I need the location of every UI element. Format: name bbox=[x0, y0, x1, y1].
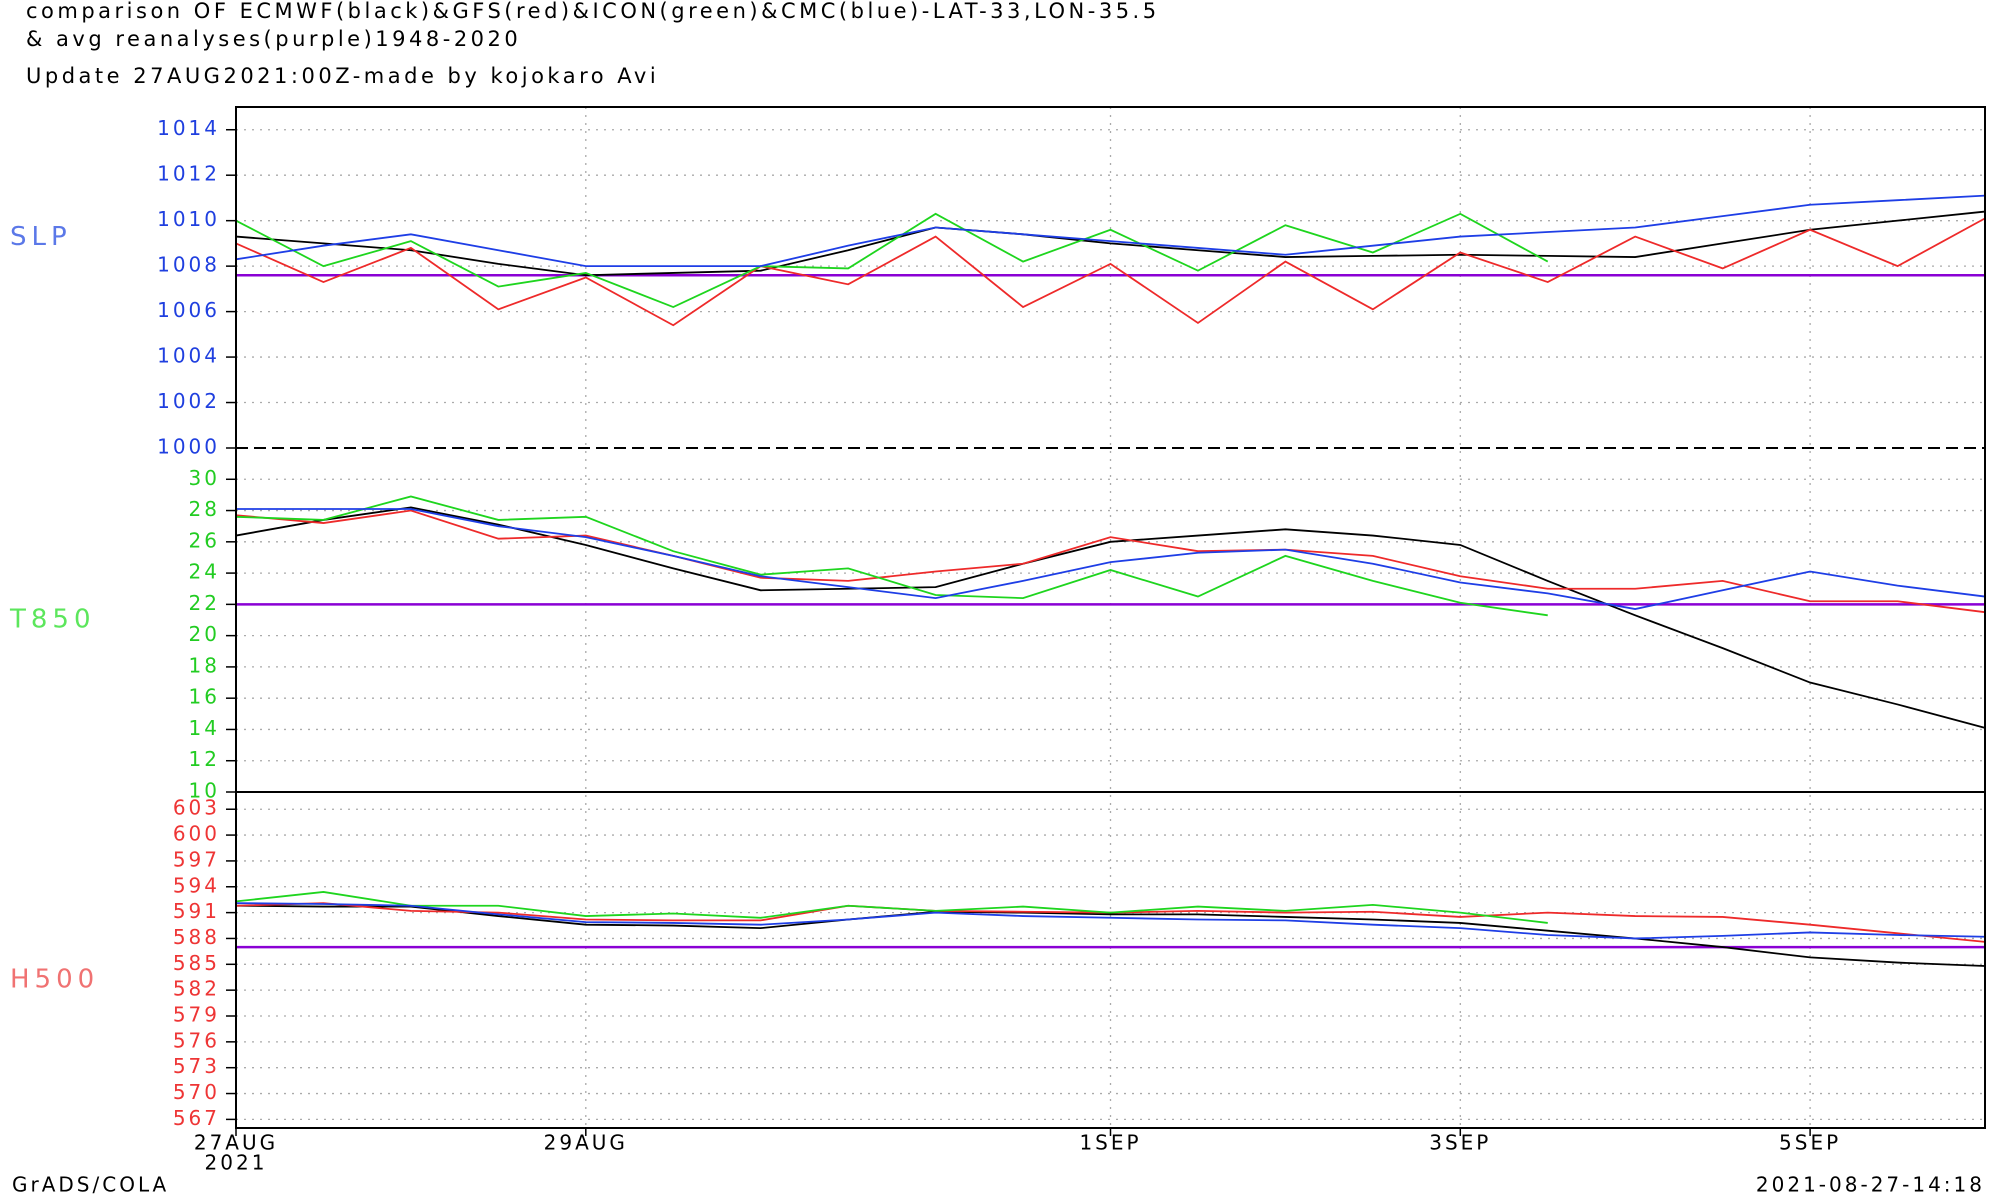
y-tick-label: 1014 bbox=[157, 116, 220, 140]
y-tick-label: 1004 bbox=[157, 344, 220, 368]
y-tick-label: 600 bbox=[173, 822, 220, 846]
x-tick-label: 29AUG bbox=[544, 1131, 628, 1155]
footer-left: GrADS/COLA bbox=[12, 1173, 169, 1197]
y-tick-label: 20 bbox=[189, 622, 220, 646]
series-line bbox=[235, 904, 1986, 967]
y-tick-label: 26 bbox=[189, 528, 220, 552]
y-tick-label: 576 bbox=[173, 1028, 220, 1052]
y-tick-label: 570 bbox=[173, 1080, 220, 1104]
title-line: comparison OF ECMWF(black)&GFS(red)&ICON… bbox=[26, 0, 1160, 23]
y-tick-label: 579 bbox=[173, 1003, 220, 1027]
y-tick-label: 585 bbox=[173, 951, 220, 975]
series-line bbox=[236, 508, 1986, 610]
series-line bbox=[235, 217, 1986, 327]
y-tick-label: 567 bbox=[173, 1106, 220, 1130]
y-tick-label: 603 bbox=[173, 796, 220, 820]
y-tick-label: 12 bbox=[189, 747, 220, 771]
x-tick-label: 3SEP bbox=[1429, 1131, 1491, 1155]
y-tick-label: 16 bbox=[189, 685, 220, 709]
y-tick-label: 588 bbox=[173, 925, 220, 949]
y-tick-label: 1000 bbox=[157, 435, 220, 459]
x-tick-label: 5SEP bbox=[1779, 1131, 1841, 1155]
y-tick-label: 591 bbox=[173, 899, 220, 923]
y-axis-label: H500 bbox=[10, 965, 99, 995]
series-line bbox=[235, 210, 1986, 277]
y-tick-label: 24 bbox=[189, 560, 220, 584]
y-tick-label: 597 bbox=[173, 847, 220, 871]
series-line bbox=[235, 212, 1549, 309]
y-axis-label: T850 bbox=[9, 605, 96, 635]
y-tick-label: 1002 bbox=[157, 389, 220, 413]
series-line bbox=[235, 902, 1986, 940]
title-line: Update 27AUG2021:00Z-made by kojokaro Av… bbox=[26, 64, 659, 88]
title-line: & avg reanalyses(purple)1948-2020 bbox=[26, 27, 521, 51]
x-tick-label: 27AUG bbox=[194, 1131, 278, 1155]
series-line bbox=[235, 194, 1986, 268]
series-line bbox=[235, 509, 1986, 614]
y-tick-label: 1012 bbox=[157, 162, 220, 186]
y-tick-label: 1010 bbox=[157, 207, 220, 231]
x-tick-label: 1SEP bbox=[1079, 1131, 1141, 1155]
y-tick-label: 594 bbox=[173, 873, 220, 897]
y-tick-label: 573 bbox=[173, 1054, 220, 1078]
y-tick-label: 582 bbox=[173, 977, 220, 1001]
y-tick-label: 28 bbox=[189, 497, 220, 521]
series-line bbox=[235, 891, 1548, 924]
y-tick-label: 14 bbox=[189, 716, 220, 740]
y-tick-label: 1008 bbox=[157, 253, 220, 277]
y-axis-label: SLP bbox=[10, 222, 72, 252]
x-sublabel: 2021 bbox=[205, 1151, 268, 1175]
series-line bbox=[235, 506, 1986, 729]
y-tick-label: 10 bbox=[189, 779, 220, 803]
y-tick-label: 18 bbox=[189, 653, 220, 677]
footer-right: 2021-08-27-14:18 bbox=[1756, 1173, 1985, 1197]
y-tick-label: 1006 bbox=[157, 298, 220, 322]
series-line bbox=[235, 495, 1548, 617]
y-tick-label: 22 bbox=[189, 591, 220, 615]
y-tick-label: 30 bbox=[189, 466, 220, 490]
